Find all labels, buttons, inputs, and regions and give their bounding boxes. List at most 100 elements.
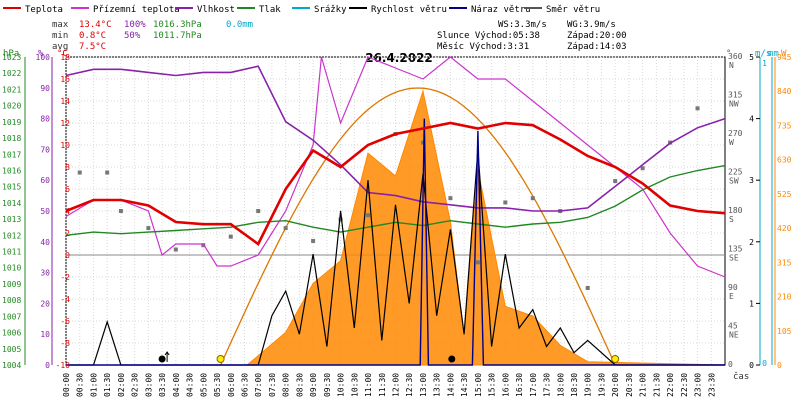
humidity-tick-label: 40 <box>40 238 50 247</box>
direction-compass-label: SW <box>729 177 739 186</box>
time-tick-label: 02:00 <box>117 373 126 397</box>
time-tick-label: 14:30 <box>460 373 469 397</box>
time-tick-label: 02:30 <box>131 373 140 397</box>
temperature-tick-label: -2 <box>60 273 70 282</box>
solar-tick-label: 945 <box>777 53 792 62</box>
wind-unit: m/s <box>755 49 771 59</box>
time-tick-label: 07:30 <box>268 373 277 397</box>
pressure-tick-label: 1015 <box>2 183 21 192</box>
rain-unit: mm <box>768 49 779 59</box>
time-tick-label: 13:00 <box>419 373 428 397</box>
solar-tick-label: 735 <box>777 121 792 130</box>
time-tick-label: 23:30 <box>707 373 716 397</box>
humidity-unit: % <box>38 49 44 59</box>
pressure-tick-label: 1016 <box>2 166 21 175</box>
time-tick-label: 23:00 <box>694 373 703 397</box>
humidity-tick-label: 80 <box>40 115 50 124</box>
legend-label: Tlak <box>259 5 281 15</box>
pressure-tick-label: 1005 <box>2 345 21 354</box>
stat-wg: WG:3.9m/s <box>567 20 616 30</box>
time-unit: čas <box>733 371 749 382</box>
stat-max-temp: 13.4°C <box>79 20 112 30</box>
humidity-tick-label: 10 <box>40 330 50 339</box>
time-tick-label: 03:00 <box>144 373 153 397</box>
wind-tick-label: 5 <box>749 53 754 62</box>
humidity-tick-label: 0 <box>45 361 50 370</box>
wind-direction-point <box>105 170 110 175</box>
stat-sun-set: Západ:20:00 <box>567 31 627 41</box>
time-tick-label: 19:00 <box>584 373 593 397</box>
direction-compass-label: W <box>729 138 734 147</box>
time-tick-label: 08:30 <box>295 373 304 397</box>
wind-tick-label: 0 <box>749 361 754 370</box>
pressure-tick-label: 1019 <box>2 118 21 127</box>
stat-sun: Slunce Východ:05:38 <box>437 31 540 41</box>
direction-tick-label: 180 <box>728 206 743 215</box>
wind-direction-point <box>448 196 453 201</box>
pressure-tick-label: 1011 <box>2 248 21 257</box>
time-tick-label: 17:00 <box>529 373 538 397</box>
time-tick-label: 15:00 <box>474 373 483 397</box>
wind-direction-point <box>146 226 151 231</box>
direction-tick-label: 360 <box>728 52 743 61</box>
temperature-tick-label: 6 <box>65 185 70 194</box>
temperature-tick-label: 14 <box>60 97 70 106</box>
moonrise-marker <box>158 355 166 363</box>
pressure-tick-label: 1017 <box>2 150 21 159</box>
wind-direction-point <box>77 170 82 175</box>
temperature-tick-label: 4 <box>65 207 70 216</box>
wind-direction-point <box>338 217 343 222</box>
pressure-tick-label: 1018 <box>2 134 21 143</box>
time-tick-label: 20:30 <box>625 373 634 397</box>
temperature-line <box>65 121 726 246</box>
solar-tick-label: 420 <box>777 224 792 233</box>
time-tick-label: 16:00 <box>501 373 510 397</box>
direction-tick-label: 225 <box>728 168 743 177</box>
temperature-tick-label: -6 <box>60 317 70 326</box>
wind-direction-point <box>228 234 233 239</box>
wind-direction-point <box>366 213 371 218</box>
wind-direction-point <box>475 260 480 265</box>
legend-label: Vlhkost <box>197 5 235 15</box>
time-tick-label: 20:00 <box>611 373 620 397</box>
pressure-tick-label: 1021 <box>2 85 21 94</box>
temperature-tick-label: 0 <box>65 251 70 260</box>
pressure-tick-label: 1022 <box>2 69 21 78</box>
humidity-tick-label: 90 <box>40 84 50 93</box>
tick-labels: 00:00 00:30 01:00 01:30 02:00 02:30 03:00 03:30… <box>2 52 792 397</box>
temperature-tick-label: 16 <box>60 75 70 84</box>
humidity-tick-label: 20 <box>40 299 50 308</box>
chart-title: 26.4.2022 <box>365 51 433 65</box>
time-tick-label: 04:30 <box>186 373 195 397</box>
solar-tick-label: 210 <box>777 293 792 302</box>
pressure-unit: hPa <box>3 49 19 59</box>
pressure-tick-label: 1013 <box>2 215 21 224</box>
time-tick-label: 00:30 <box>76 373 85 397</box>
axis-units: hPa % °C ° m/s mm W čas <box>3 49 787 382</box>
time-tick-label: 09:30 <box>323 373 332 397</box>
wind-gust-line <box>66 118 725 366</box>
time-tick-label: 21:00 <box>639 373 648 397</box>
humidity-tick-label: 60 <box>40 176 50 185</box>
time-tick-label: 05:30 <box>213 373 222 397</box>
stat-avg-label: avg <box>52 42 68 52</box>
legend-label: Přízemní teplota <box>93 5 180 15</box>
time-tick-label: 01:30 <box>103 373 112 397</box>
time-tick-label: 11:30 <box>378 373 387 397</box>
direction-tick-label: 135 <box>728 245 743 254</box>
stat-max-hum: 100% <box>124 20 146 30</box>
pressure-tick-label: 1010 <box>2 264 21 273</box>
legend-label: Teplota <box>25 5 63 15</box>
temperature-tick-label: 2 <box>65 229 70 238</box>
time-tick-label: 00:00 <box>62 373 71 397</box>
wind-direction-point <box>118 209 123 213</box>
solar-tick-label: 525 <box>777 190 792 199</box>
temperature-tick-label: 8 <box>65 163 70 172</box>
wind-tick-label: 4 <box>749 115 754 124</box>
time-tick-label: 08:00 <box>282 373 291 397</box>
time-tick-label: 10:30 <box>350 373 359 397</box>
direction-compass-label: SE <box>729 254 739 263</box>
series <box>65 56 726 366</box>
pressure-tick-label: 1004 <box>2 361 21 370</box>
time-tick-label: 13:30 <box>433 373 442 397</box>
